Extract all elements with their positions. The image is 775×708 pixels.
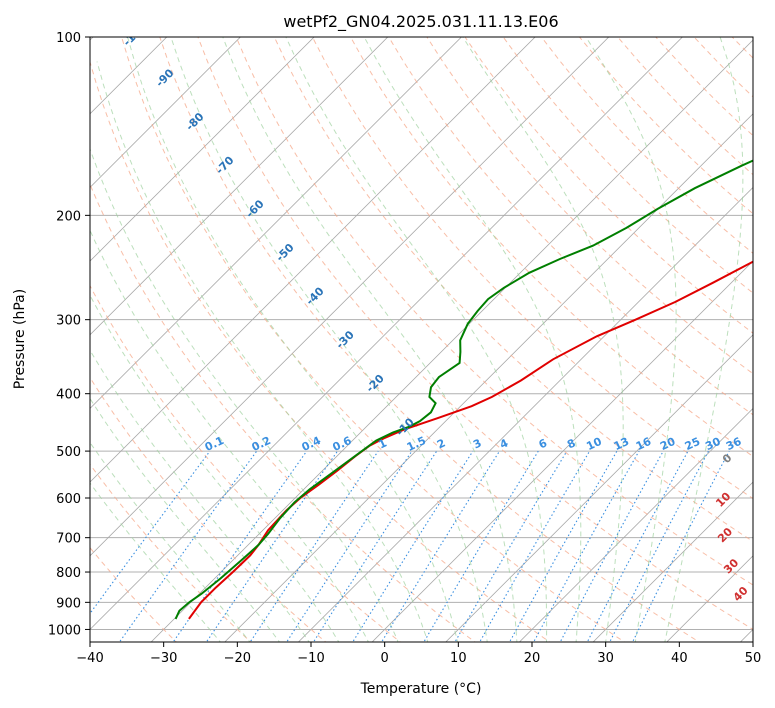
x-tick-label: 20 [524,651,541,666]
moist-adiabat-line [90,397,281,642]
isotherm-line [371,260,753,642]
isotherm-line [90,37,315,262]
x-tick-label: 40 [671,651,688,666]
moist-adiabat-line [96,61,429,642]
dry-adiabat-label: -100 [121,20,150,49]
x-tick-label: −20 [224,651,251,666]
dry-adiabat-line [159,37,701,642]
mixing-ratio-label: 13 [612,435,631,453]
mixing-ratio-line [118,450,258,642]
mixing-ratio-line [90,450,211,615]
y-tick-label: 600 [56,492,81,507]
x-axis-label: Temperature (°C) [360,681,482,697]
dry-adiabat-line [464,37,753,334]
mixing-ratio-label: 36 [724,435,744,453]
dry-adiabat-line [90,182,476,642]
y-tick-label: 900 [56,596,81,611]
y-tick-label: 100 [56,31,81,46]
mixing-ratio-line [205,450,338,642]
dewpoint-profile-line [174,159,753,620]
dry-adiabat-line [90,376,327,642]
x-tick-label: 0 [381,651,389,666]
x-tick-label: −10 [297,651,324,666]
y-tick-label: 700 [56,532,81,547]
moist-adiabat-line [90,229,369,642]
x-tick-label: −40 [76,651,103,666]
mixing-ratio-label: 20 [658,435,678,453]
x-tick-label: 50 [745,651,762,666]
dry-adiabat-line [90,60,551,642]
y-tick-label: 300 [56,314,81,329]
isotherm-line [90,37,389,336]
chart-title: wetPf2_GN04.2025.031.11.13.E06 [283,12,558,32]
dry-adiabat-line [350,37,753,458]
moist-adiabat-line [363,37,582,642]
temperature-profile-line [188,260,753,620]
moist-adiabat-line [170,37,488,642]
moist-adiabat-line [585,37,677,642]
moist-adiabat-line [90,147,399,642]
mixing-ratio-line [586,450,689,642]
mixing-ratio-line [454,450,568,642]
isotherm-line [518,407,753,642]
moist-adiabat-line [90,294,340,642]
plot-frame [89,36,754,643]
y-tick-label: 400 [56,388,81,403]
mixing-ratio-line [380,450,500,642]
x-tick-label: −30 [150,651,177,666]
x-tick-label: 10 [450,651,467,666]
isotherm-line [150,39,753,642]
y-tick-label: 800 [56,566,81,581]
isotherm-line [90,37,463,410]
isotherm-line [90,37,536,483]
dry-adiabat-line [311,37,753,500]
mixing-ratio-line [249,450,379,642]
mixing-ratio-label: 30 [703,435,723,453]
mixing-ratio-line [559,450,664,642]
y-tick-label: 500 [56,445,81,460]
moist-adiabat-line [462,37,624,642]
mixing-ratio-line [286,450,413,642]
mixing-ratio-line [352,450,474,642]
isotherm-line [297,186,753,642]
y-axis-label: Pressure (hPa) [12,289,28,389]
y-tick-label: 200 [56,209,81,224]
mixing-ratio-line [172,450,308,642]
mixing-ratio-label: 25 [683,435,702,453]
dry-adiabat-line [197,37,753,630]
mixing-ratio-label: 10 [584,435,604,453]
isotherm-line [90,37,684,631]
mixing-ratio-label: 16 [634,435,654,453]
x-tick-label: 30 [597,651,614,666]
mixing-ratio-line [312,450,438,642]
isotherm-line [90,37,610,557]
isotherm-line [592,481,753,642]
isotherm-line [90,37,242,189]
isotherm-line [445,334,753,642]
moist-adiabat-line [90,441,251,642]
y-tick-label: 1000 [48,623,81,638]
dry-adiabat-line [90,284,402,642]
moist-adiabat-line [90,349,310,642]
moist-adiabat-line [127,37,459,642]
dry-adiabat-line [90,546,178,642]
dry-adiabat-line [121,37,626,642]
moist-adiabat-line [285,37,548,642]
mixing-ratio-line [609,450,709,642]
isotherm-line [224,113,753,642]
